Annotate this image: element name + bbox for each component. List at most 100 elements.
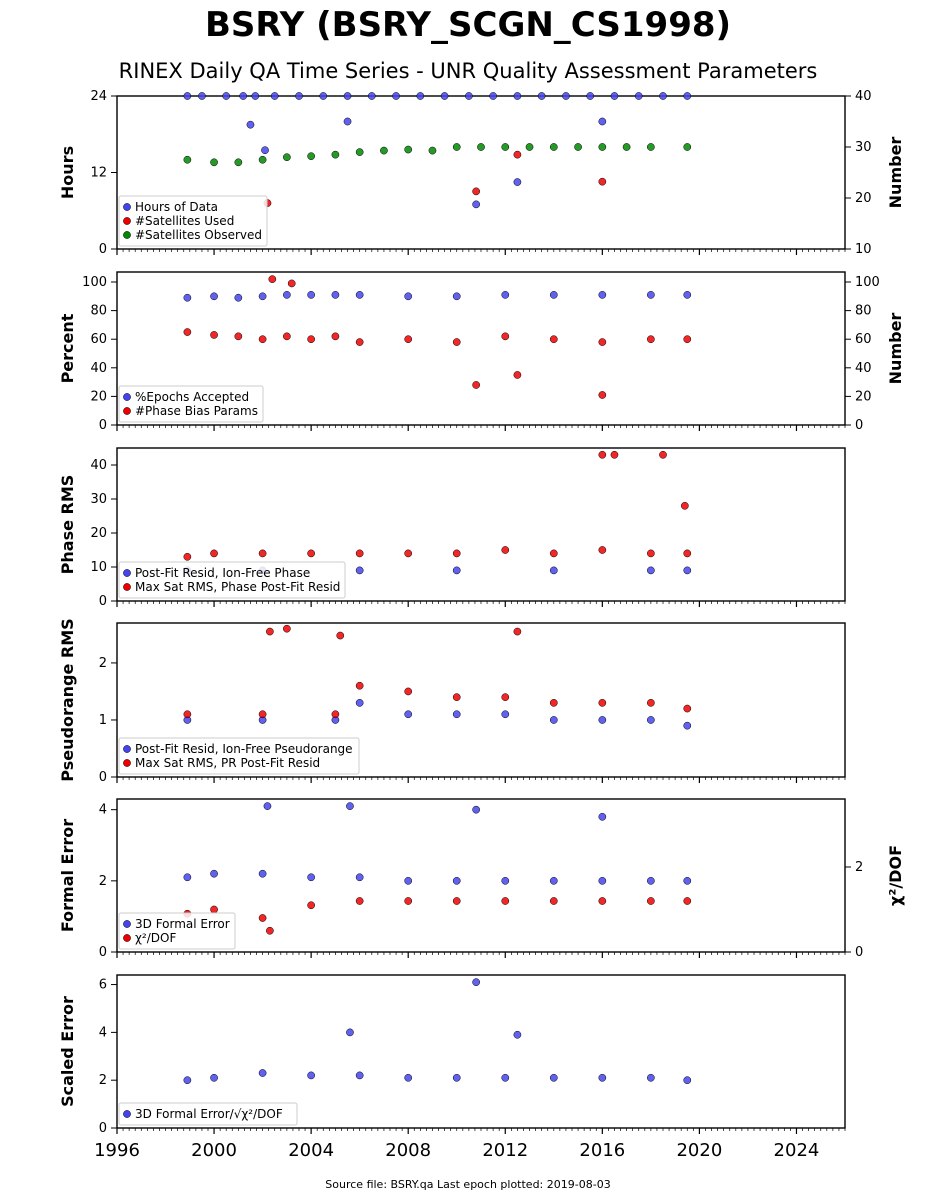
data-point [287,279,296,288]
legend: 3D Formal Error/√χ²/DOF [118,1102,298,1126]
data-point [622,143,631,151]
data-point [234,332,243,341]
y-tick-label: 40 [90,361,107,376]
figure-subtitle: RINEX Daily QA Time Series - UNR Quality… [119,59,818,83]
data-point [680,501,689,510]
x-tick-label: 2020 [676,1140,722,1161]
legend-marker [123,745,131,753]
data-point [331,291,340,299]
y-tick-label: 6 [99,978,107,993]
data-point [283,153,291,162]
data-point [380,146,388,155]
data-point [647,716,655,724]
data-point [355,148,364,156]
y-tick-label: 100 [82,275,107,290]
y-tick-label: 0 [99,770,107,785]
data-point [513,371,522,379]
legend-label: Post-Fit Resid, Ion-Free Pseudorange [135,742,353,756]
data-point [501,1073,510,1082]
y-tick-label: 20 [90,526,107,541]
y-tick-label-right: 20 [855,389,872,404]
data-point [404,292,413,301]
data-point [258,155,267,164]
data-point [283,332,291,341]
data-point [183,328,192,336]
data-point [222,92,231,100]
data-point [513,627,522,636]
legend-box [118,385,264,423]
data-point [647,291,655,299]
data-point [355,338,364,346]
y-tick-label-right: 40 [855,89,872,104]
data-point [183,1076,192,1085]
legend-box [118,737,360,775]
data-point [472,978,480,987]
data-point [251,92,260,100]
legend-marker [123,203,131,211]
data-point [549,143,558,151]
legend-box [118,195,268,247]
panel-4: 0 1 2 Pseudorange RMS Post-Fit Resid, Ion-Fr… [58,618,846,785]
data-point [307,873,315,882]
data-point [647,699,655,707]
data-point [404,1073,413,1082]
data-point [683,143,692,151]
data-point [258,549,267,558]
data-point [331,332,340,341]
y-tick-label-right: 0 [855,418,863,433]
data-point [683,721,692,730]
data-point [343,92,352,100]
data-point [598,876,607,885]
y-axis-label-right: χ²/DOF [886,845,905,906]
data-point [210,549,218,558]
x-tick-label: 2016 [579,1140,625,1161]
data-point [683,1076,692,1085]
data-point [513,150,522,159]
y-tick-label-right: 10 [855,242,872,257]
y-tick-label-right: 30 [855,140,872,155]
data-point [598,716,607,724]
data-point [598,177,607,186]
data-point [525,143,534,151]
legend-label: Post-Fit Resid, Ion-Free Phase [135,566,310,580]
data-point [331,710,340,719]
data-point [489,92,497,100]
data-point [513,178,522,186]
data-point [183,155,192,164]
data-point [549,335,558,344]
series-1 [183,802,692,885]
data-point [683,291,692,299]
data-point [598,291,607,299]
data-point [210,331,218,339]
data-point [343,117,352,126]
data-point [283,291,291,299]
data-point [549,897,558,905]
data-point [683,897,692,905]
data-point [355,1071,364,1080]
data-point [683,566,692,575]
legend-label: Max Sat RMS, Phase Post-Fit Resid [135,580,340,594]
series-3 [183,143,692,167]
data-point [647,549,655,558]
legend-marker [123,569,131,577]
data-point [246,120,255,129]
data-point [404,335,413,344]
legend-marker [123,407,131,415]
data-point [210,292,218,301]
y-axis-label: Phase RMS [58,475,77,575]
y-tick-label: 0 [99,945,107,960]
data-point [307,152,315,161]
data-point [210,158,218,167]
data-point [683,92,692,100]
data-point [477,143,485,151]
data-point [683,876,692,885]
y-tick-label: 2 [99,656,107,671]
data-point [549,549,558,558]
data-point [647,897,655,905]
data-point [234,158,243,167]
legend-marker [123,1110,131,1118]
data-point [404,549,413,558]
data-point [452,338,461,346]
data-point [683,549,692,558]
